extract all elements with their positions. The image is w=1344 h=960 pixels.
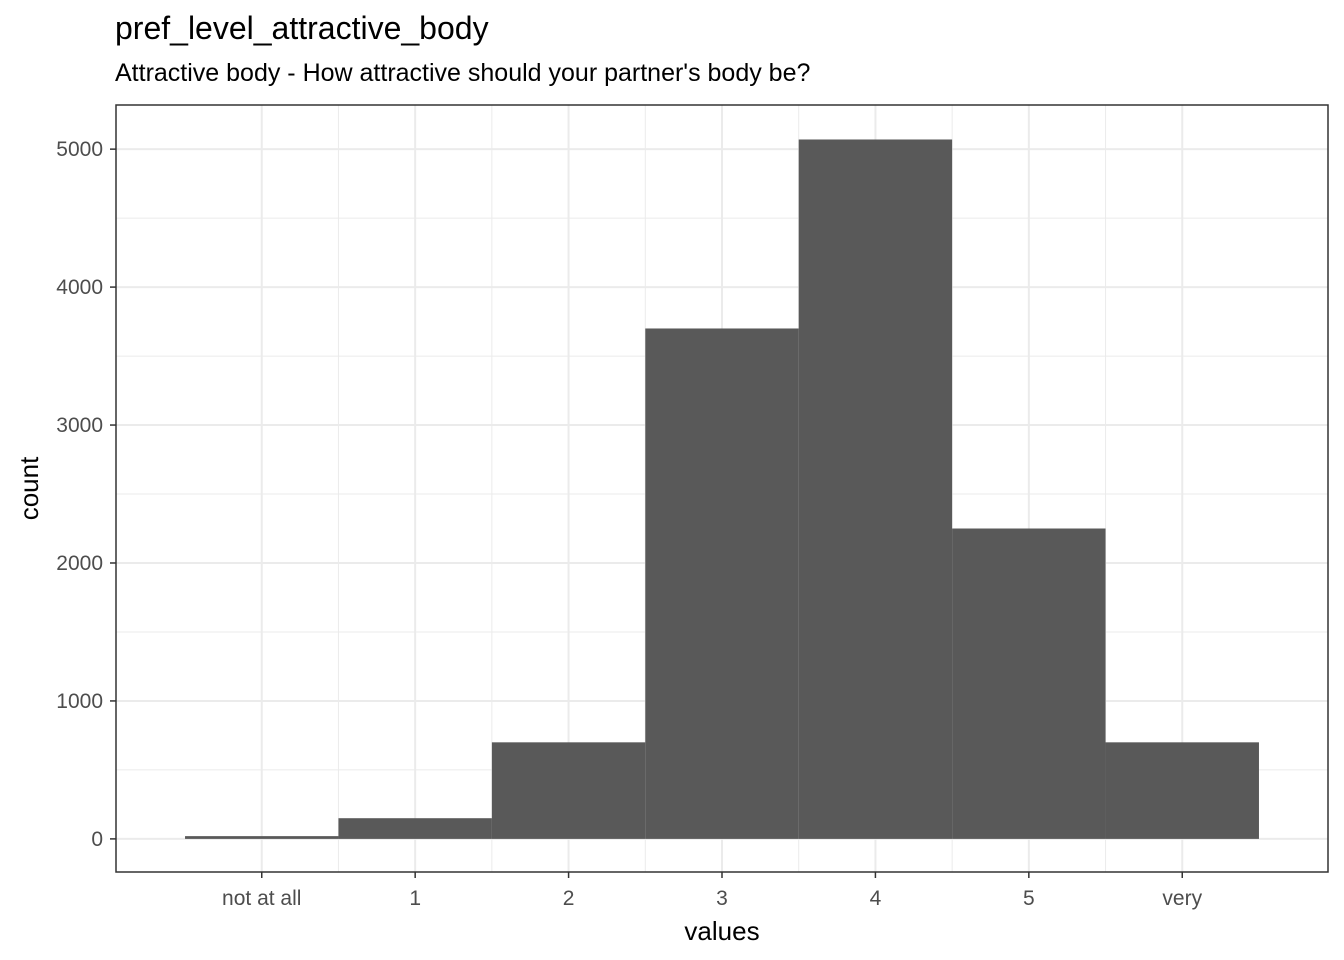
chart-title: pref_level_attractive_body — [115, 10, 489, 46]
x-tick-label: 4 — [870, 887, 882, 910]
x-tick-label: very — [1162, 887, 1202, 910]
bar-3 — [645, 328, 799, 839]
x-axis-title: values — [684, 916, 759, 946]
x-tick-label: not at all — [222, 887, 301, 910]
x-tick-label: 3 — [716, 887, 728, 910]
y-tick-label: 2000 — [56, 552, 103, 575]
bar-1 — [338, 818, 492, 839]
bar-4 — [798, 139, 953, 839]
y-tick-label: 4000 — [56, 276, 103, 299]
bar-not-at-all — [185, 836, 339, 839]
axis-ticks: 0 1000 2000 3000 4000 5000 not at all 1 2 3 4 5 very — [56, 138, 1202, 910]
bar-2 — [491, 742, 646, 839]
x-tick-label: 1 — [409, 887, 421, 910]
bars — [185, 139, 1259, 839]
y-axis-title: count — [14, 456, 44, 520]
bar-very — [1105, 742, 1259, 839]
y-tick-label: 5000 — [56, 138, 103, 161]
x-tick-label: 5 — [1023, 887, 1035, 910]
chart-subtitle: Attractive body - How attractive should … — [115, 59, 811, 87]
bar-5 — [952, 528, 1106, 839]
y-tick-label: 1000 — [56, 690, 103, 713]
y-tick-label: 3000 — [56, 414, 103, 437]
y-tick-label: 0 — [91, 828, 103, 851]
x-tick-label: 2 — [563, 887, 575, 910]
